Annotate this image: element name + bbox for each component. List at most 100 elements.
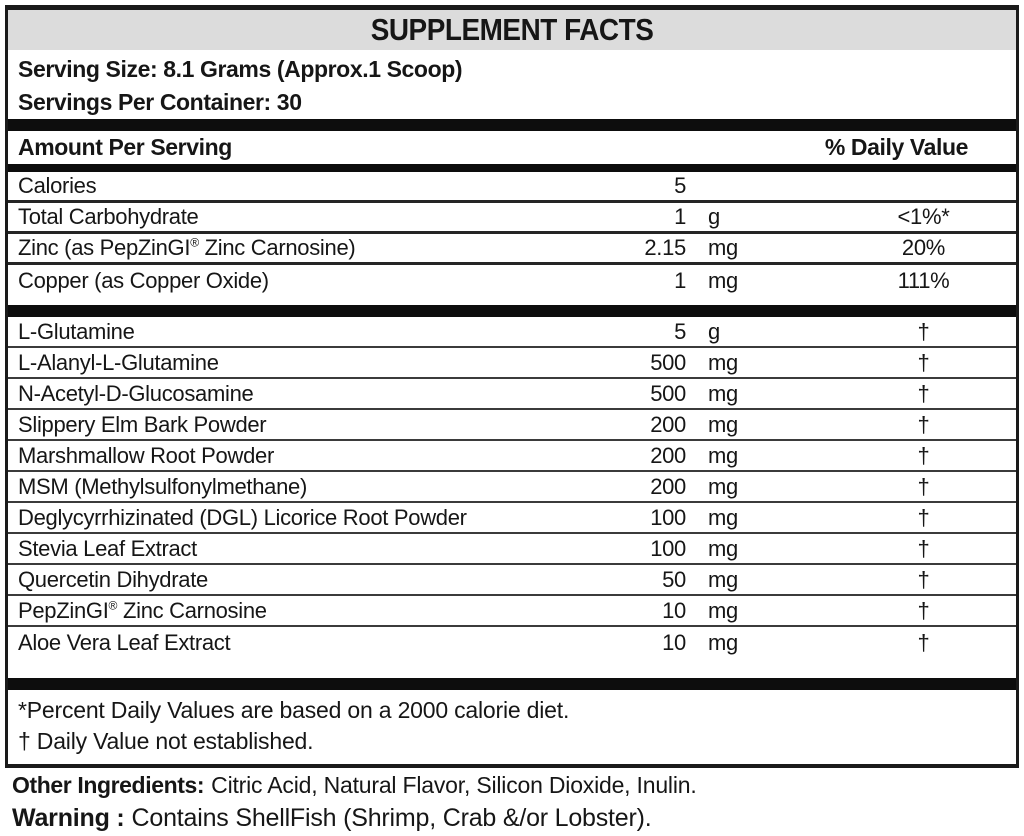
footnote-daily-value-not-established: † Daily Value not established. — [18, 728, 314, 754]
table-row: Copper (as Copper Oxide) 1 mg 111% — [8, 265, 1016, 296]
table-row: L-Alanyl-L-Glutamine 500 mg † — [8, 348, 1016, 379]
row-amount: 2.15 — [644, 235, 686, 260]
facts-panel: SUPPLEMENT FACTS Serving Size: 8.1 Grams… — [5, 5, 1019, 768]
row-daily-value: † — [917, 349, 930, 375]
row-unit: mg — [708, 597, 738, 623]
row-daily-value: <1%* — [897, 204, 950, 229]
column-header-amount-per-serving: Amount Per Serving — [18, 134, 232, 160]
table-row: PepZinGI® Zinc Carnosine 10 mg † — [8, 596, 1016, 627]
row-daily-value: † — [917, 380, 930, 406]
column-header-row: Amount Per Serving % Daily Value — [8, 131, 1016, 164]
row-name: Quercetin Dihydrate — [18, 566, 208, 592]
row-amount: 5 — [674, 173, 686, 198]
row-daily-value: † — [917, 629, 930, 655]
row-name: Zinc (as PepZinGI® Zinc Carnosine) — [18, 235, 356, 260]
row-daily-value: † — [917, 318, 930, 344]
row-daily-value: † — [917, 442, 930, 468]
row-daily-value: † — [917, 597, 930, 623]
row-amount: 200 — [650, 473, 686, 499]
table-row: MSM (Methylsulfonylmethane) 200 mg † — [8, 472, 1016, 503]
row-unit: mg — [708, 442, 738, 468]
row-unit: mg — [708, 504, 738, 530]
row-amount: 5 — [674, 318, 686, 344]
table-row: Total Carbohydrate 1 g <1%* — [8, 203, 1016, 234]
table-row: Marshmallow Root Powder 200 mg † — [8, 441, 1016, 472]
table-row: Deglycyrrhizinated (DGL) Licorice Root P… — [8, 503, 1016, 534]
row-unit: mg — [708, 411, 738, 437]
row-name: L-Alanyl-L-Glutamine — [18, 349, 219, 375]
row-unit: mg — [708, 349, 738, 375]
row-name: Slippery Elm Bark Powder — [18, 411, 267, 437]
row-amount: 1 — [674, 267, 686, 293]
row-name: Total Carbohydrate — [18, 204, 199, 229]
row-amount: 200 — [650, 411, 686, 437]
other-ingredients-label: Other Ingredients: — [12, 772, 205, 798]
row-amount: 200 — [650, 442, 686, 468]
serving-info: Serving Size: 8.1 Grams (Approx.1 Scoop)… — [8, 50, 1016, 119]
row-name: L-Glutamine — [18, 318, 135, 344]
registered-trademark-symbol: ® — [108, 598, 118, 613]
warning-label: Warning : — [12, 804, 125, 832]
row-amount: 100 — [650, 504, 686, 530]
table-row: Aloe Vera Leaf Extract 10 mg † — [8, 627, 1016, 658]
table-row: Zinc (as PepZinGI® Zinc Carnosine) 2.15 … — [8, 234, 1016, 265]
table-row: N-Acetyl-D-Glucosamine 500 mg † — [8, 379, 1016, 410]
row-daily-value: 111% — [897, 267, 950, 293]
table-row: L-Glutamine 5 g † — [8, 317, 1016, 348]
thick-divider — [8, 164, 1016, 172]
row-amount: 10 — [662, 597, 686, 623]
panel-title: SUPPLEMENT FACTS — [370, 12, 654, 47]
row-daily-value: † — [917, 411, 930, 437]
row-daily-value: 20% — [901, 235, 946, 260]
row-name: N-Acetyl-D-Glucosamine — [18, 380, 254, 406]
row-daily-value: † — [917, 473, 930, 499]
table-row: Stevia Leaf Extract 100 mg † — [8, 534, 1016, 565]
row-name: Marshmallow Root Powder — [18, 442, 274, 468]
row-unit: mg — [708, 235, 738, 260]
registered-trademark-symbol: ® — [190, 235, 199, 250]
row-unit: mg — [708, 267, 738, 293]
row-amount: 1 — [674, 204, 686, 229]
footnotes: *Percent Daily Values are based on a 200… — [8, 690, 1016, 764]
servings-per-container: Servings Per Container: 30 — [18, 89, 302, 115]
column-header-daily-value: % Daily Value — [824, 134, 969, 160]
other-ingredients-text: Citric Acid, Natural Flavor, Silicon Dio… — [211, 772, 697, 798]
table-row: Quercetin Dihydrate 50 mg † — [8, 565, 1016, 596]
row-unit: mg — [708, 629, 738, 655]
row-daily-value: † — [917, 504, 930, 530]
thick-divider — [8, 678, 1016, 690]
row-unit: mg — [708, 566, 738, 592]
row-amount: 10 — [662, 629, 686, 655]
row-unit: g — [708, 204, 720, 229]
thick-divider — [8, 305, 1016, 317]
ingredient-section: L-Glutamine 5 g † L-Alanyl-L-Glutamine 5… — [8, 317, 1016, 678]
row-unit: g — [708, 318, 720, 344]
below-panel-text: Other Ingredients: Citric Acid, Natural F… — [12, 770, 1016, 835]
row-name: MSM (Methylsulfonylmethane) — [18, 473, 307, 499]
row-amount: 500 — [650, 349, 686, 375]
thick-divider — [8, 119, 1016, 131]
row-name: PepZinGI® Zinc Carnosine — [18, 597, 267, 623]
row-daily-value: † — [917, 566, 930, 592]
row-unit: mg — [708, 535, 738, 561]
table-row: Slippery Elm Bark Powder 200 mg † — [8, 410, 1016, 441]
row-amount: 100 — [650, 535, 686, 561]
footnote-percent-daily-value: *Percent Daily Values are based on a 200… — [18, 697, 570, 723]
nutrient-section: Calories 5 Total Carbohydrate 1 g <1%* Z… — [8, 172, 1016, 305]
panel-title-band: SUPPLEMENT FACTS — [8, 10, 1016, 50]
row-amount: 500 — [650, 380, 686, 406]
row-amount: 50 — [662, 566, 686, 592]
warning-line: Warning : Contains ShellFish (Shrimp, Cra… — [12, 801, 1016, 835]
other-ingredients-line: Other Ingredients: Citric Acid, Natural F… — [12, 770, 1016, 801]
row-name: Stevia Leaf Extract — [18, 535, 197, 561]
table-row: Calories 5 — [8, 172, 1016, 203]
warning-text: Contains ShellFish (Shrimp, Crab &/or Lo… — [131, 804, 652, 832]
row-unit: mg — [708, 380, 738, 406]
row-name: Deglycyrrhizinated (DGL) Licorice Root P… — [18, 504, 467, 530]
serving-size: Serving Size: 8.1 Grams (Approx.1 Scoop) — [18, 56, 463, 82]
row-daily-value: † — [917, 535, 930, 561]
row-name: Copper (as Copper Oxide) — [18, 267, 269, 293]
row-name: Aloe Vera Leaf Extract — [18, 629, 231, 655]
row-name: Calories — [18, 173, 97, 198]
